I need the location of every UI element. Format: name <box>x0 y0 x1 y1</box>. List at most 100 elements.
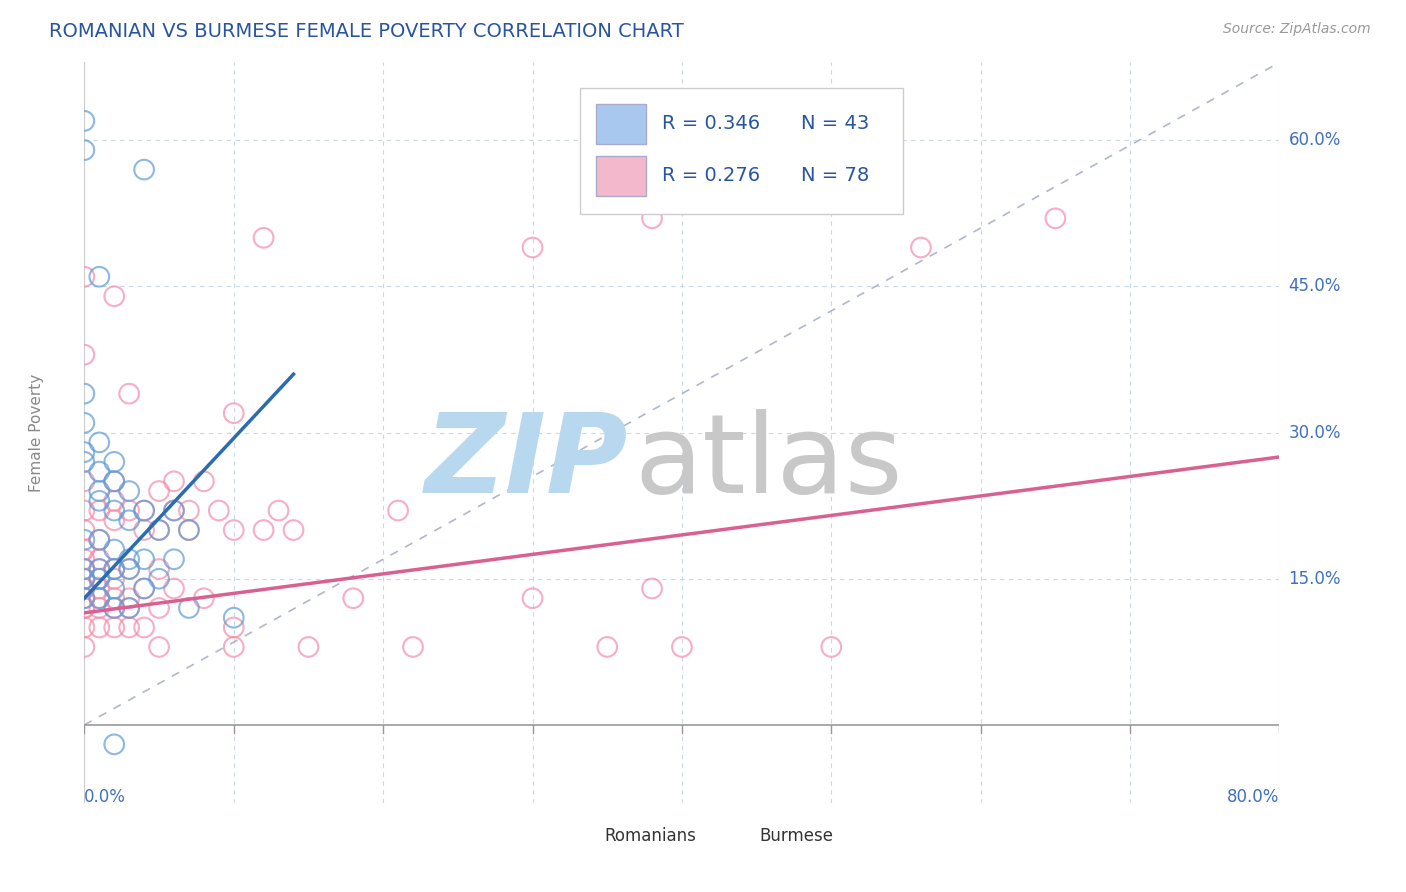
Point <box>118 552 141 566</box>
Point <box>148 484 170 499</box>
Point <box>89 572 111 586</box>
Point <box>73 552 96 566</box>
Text: 15.0%: 15.0% <box>1288 570 1341 588</box>
Point <box>89 533 111 547</box>
Text: 30.0%: 30.0% <box>1288 424 1341 442</box>
Point <box>118 601 141 615</box>
Point <box>73 572 96 586</box>
Point <box>132 523 156 537</box>
Point <box>1045 211 1067 226</box>
FancyBboxPatch shape <box>716 827 749 860</box>
Point <box>89 562 111 576</box>
Point <box>103 289 125 303</box>
Point <box>132 620 156 634</box>
FancyBboxPatch shape <box>596 103 647 144</box>
Point <box>73 562 96 576</box>
Point <box>820 640 842 654</box>
Point <box>73 503 96 517</box>
Point <box>73 523 96 537</box>
Text: ROMANIAN VS BURMESE FEMALE POVERTY CORRELATION CHART: ROMANIAN VS BURMESE FEMALE POVERTY CORRE… <box>49 22 683 41</box>
Text: ZIP: ZIP <box>425 409 628 516</box>
Point <box>253 523 276 537</box>
Point <box>73 601 96 615</box>
Point <box>118 562 141 576</box>
Point <box>89 562 111 576</box>
Text: R = 0.346: R = 0.346 <box>662 114 759 134</box>
Point <box>73 572 96 586</box>
Point <box>73 562 96 576</box>
Point <box>73 445 96 459</box>
Text: 80.0%: 80.0% <box>1227 789 1279 806</box>
Point <box>73 601 96 615</box>
Point <box>222 620 245 634</box>
Point <box>73 640 96 654</box>
Point <box>148 562 170 576</box>
Point <box>89 484 111 499</box>
Point <box>103 620 125 634</box>
Point <box>73 582 96 596</box>
FancyBboxPatch shape <box>596 156 647 195</box>
Text: atlas: atlas <box>634 409 903 516</box>
Point <box>103 601 125 615</box>
Point <box>89 493 111 508</box>
Point <box>177 503 200 517</box>
Point <box>73 348 96 362</box>
Point <box>132 582 156 596</box>
FancyBboxPatch shape <box>560 827 595 860</box>
Point <box>148 640 170 654</box>
Point <box>103 591 125 606</box>
Point <box>118 591 141 606</box>
Point <box>177 523 200 537</box>
Point <box>103 493 125 508</box>
Point <box>103 455 125 469</box>
Point <box>73 143 96 157</box>
Point <box>118 620 141 634</box>
Point <box>177 601 200 615</box>
Point <box>222 406 245 420</box>
Point <box>132 552 156 566</box>
Point <box>73 386 96 401</box>
Point <box>132 503 156 517</box>
Point <box>73 591 96 606</box>
Point <box>641 211 664 226</box>
Point <box>132 162 156 177</box>
Point <box>89 552 111 566</box>
Point <box>89 503 111 517</box>
Point <box>73 455 96 469</box>
Point <box>193 591 215 606</box>
Point <box>103 562 125 576</box>
Point <box>89 582 111 596</box>
Point <box>89 533 111 547</box>
Point <box>222 523 245 537</box>
Point <box>73 542 96 557</box>
Point <box>89 591 111 606</box>
Point <box>73 114 96 128</box>
Text: Source: ZipAtlas.com: Source: ZipAtlas.com <box>1223 22 1371 37</box>
Point <box>89 591 111 606</box>
Point <box>208 503 231 517</box>
Point <box>132 582 156 596</box>
Point <box>103 737 125 751</box>
Point <box>177 523 200 537</box>
Point <box>118 503 141 517</box>
Text: N = 78: N = 78 <box>801 166 870 186</box>
Point <box>522 591 544 606</box>
Point <box>89 269 111 284</box>
Point <box>118 386 141 401</box>
Point <box>522 240 544 255</box>
Point <box>163 582 186 596</box>
Point <box>148 601 170 615</box>
Point <box>103 503 125 517</box>
Point <box>910 240 932 255</box>
Point <box>89 620 111 634</box>
Point <box>118 562 141 576</box>
Point <box>118 484 141 499</box>
Point <box>596 640 619 654</box>
Point <box>193 475 215 489</box>
Point <box>73 582 96 596</box>
Point <box>73 620 96 634</box>
Point <box>267 503 290 517</box>
Text: 60.0%: 60.0% <box>1288 131 1341 149</box>
Point <box>73 591 96 606</box>
Point <box>148 572 170 586</box>
